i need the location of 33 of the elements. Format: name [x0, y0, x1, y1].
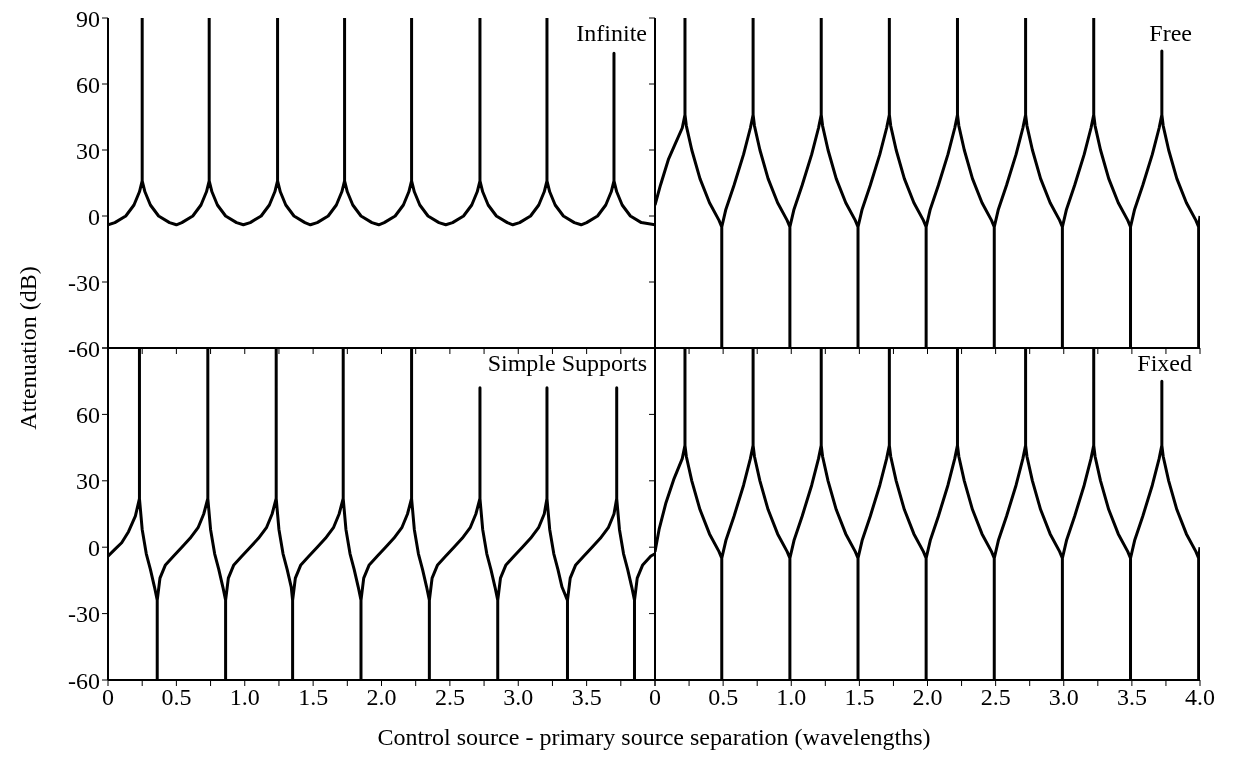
chart-title: Free [1149, 20, 1192, 47]
y-tick-label: -30 [68, 601, 100, 628]
x-tick-label: 2.5 [980, 684, 1011, 711]
x-axis-title: Control source - primary source separation (wavelengths) [376, 724, 932, 751]
x-tick-label: 2.5 [434, 684, 465, 711]
x-tick-label: 3.5 [1116, 684, 1147, 711]
y-tick-label: -60 [68, 667, 100, 694]
y-tick-label: -60 [68, 335, 100, 362]
x-tick-label: 0.5 [161, 684, 192, 711]
x-tick-label: 2.0 [366, 684, 397, 711]
chart-title: Fixed [1137, 350, 1192, 377]
x-tick-label: 2.0 [912, 684, 943, 711]
x-tick-label: 3.5 [571, 684, 602, 711]
y-tick-label: -30 [68, 269, 100, 296]
x-tick-label: 3.0 [503, 684, 534, 711]
y-tick-label: 90 [76, 5, 100, 32]
x-tick-label: 0 [649, 684, 661, 711]
x-tick-label: 1.0 [776, 684, 807, 711]
chart-title: Simple Supports [487, 350, 647, 377]
x-tick-label: 3.0 [1048, 684, 1079, 711]
y-tick-label: 60 [76, 401, 100, 428]
y-tick-label: 60 [76, 71, 100, 98]
y-tick-label: 0 [88, 534, 100, 561]
chart-title: Infinite [576, 20, 647, 47]
x-tick-label: 0.5 [708, 684, 739, 711]
x-tick-label: 4.0 [1185, 684, 1215, 711]
x-tick-label: 1.5 [844, 684, 875, 711]
y-tick-label: 0 [88, 203, 100, 230]
x-tick-label: 1.0 [229, 684, 260, 711]
y-tick-label: 30 [76, 468, 100, 495]
y-tick-label: 30 [76, 137, 100, 164]
x-tick-label: 1.5 [298, 684, 329, 711]
y-axis-title: Attenuation (dB) [14, 265, 42, 432]
